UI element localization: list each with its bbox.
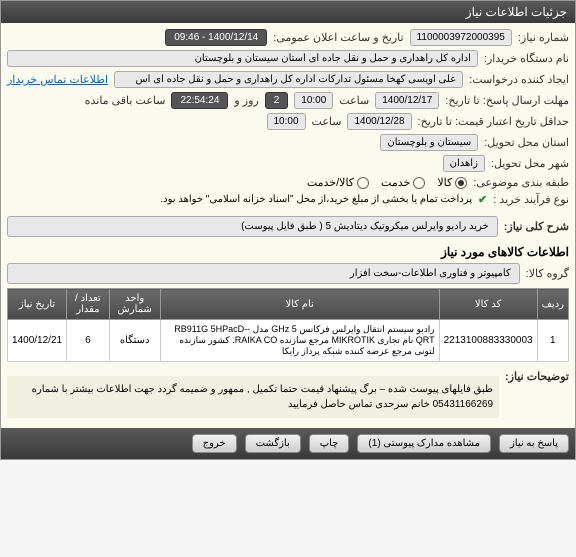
th-row: ردیف bbox=[537, 289, 568, 320]
th-name: نام کالا bbox=[160, 289, 439, 320]
requester-label: ایجاد کننده درخواست: bbox=[469, 73, 569, 86]
radio-service-label: خدمت bbox=[381, 176, 410, 189]
notes-label: توضیحات نیاز: bbox=[505, 370, 569, 383]
province-value: سیستان و بلوچستان bbox=[380, 134, 478, 151]
row-process: نوع فرآیند خرید : ✔ پرداخت تمام یا بخشی … bbox=[7, 193, 569, 206]
footer-toolbar: پاسخ به نیاز مشاهده مدارک پیوستی (1) چاپ… bbox=[1, 428, 575, 459]
validity-label: حداقل تاریخ اعتبار قیمت: تا تاریخ: bbox=[418, 115, 569, 128]
time-remain: 22:54:24 bbox=[171, 92, 228, 109]
time-label-2: ساعت bbox=[312, 115, 342, 128]
buyer-label: نام دستگاه خریدار: bbox=[484, 52, 569, 65]
row-province: استان محل تحویل: سیستان و بلوچستان bbox=[7, 134, 569, 151]
cell-row: 1 bbox=[537, 320, 568, 362]
need-no-label: شماره نیاز: bbox=[518, 31, 569, 44]
content-area: شماره نیاز: 1100003972000395 تاریخ و ساع… bbox=[1, 23, 575, 428]
days-remain: 2 bbox=[265, 92, 289, 109]
main-panel: جزئیات اطلاعات نیاز شماره نیاز: 11000039… bbox=[0, 0, 576, 460]
cell-unit: دستگاه bbox=[109, 320, 160, 362]
city-label: شهر محل تحویل: bbox=[491, 157, 569, 170]
cell-name: رادیو سیستم انتقال وایرلس فرکانس GHz 5 م… bbox=[160, 320, 439, 362]
panel-header: جزئیات اطلاعات نیاز bbox=[1, 1, 575, 23]
province-label: استان محل تحویل: bbox=[484, 136, 569, 149]
time-label-1: ساعت bbox=[339, 94, 369, 107]
days-label: روز و bbox=[234, 94, 258, 107]
radio-both-label: کالا/خدمت bbox=[307, 176, 354, 189]
deadline-time: 10:00 bbox=[294, 92, 333, 109]
announce-value: 1400/12/14 - 09:46 bbox=[165, 29, 267, 46]
process-label: نوع فرآیند خرید : bbox=[493, 193, 569, 206]
attachments-button[interactable]: مشاهده مدارک پیوستی (1) bbox=[357, 434, 491, 453]
need-no-value: 1100003972000395 bbox=[410, 29, 512, 46]
row-notes: توضیحات نیاز: طبق فایلهای پیوست شده – بر… bbox=[7, 370, 569, 418]
row-buyer: نام دستگاه خریدار: اداره کل راهداری و حم… bbox=[7, 50, 569, 67]
th-date: تاریخ نیاز bbox=[8, 289, 67, 320]
row-summary: شرح کلی نیاز: خرید رادیو وایرلس میکروتیک… bbox=[7, 216, 569, 237]
radio-service[interactable]: خدمت bbox=[381, 176, 425, 189]
row-category: طبقه بندی موضوعی: کالا خدمت کالا/خدمت bbox=[7, 176, 569, 189]
th-qty: تعداد / مقدار bbox=[67, 289, 110, 320]
row-city: شهر محل تحویل: زاهدان bbox=[7, 155, 569, 172]
announce-label: تاریخ و ساعت اعلان عمومی: bbox=[273, 31, 403, 44]
row-validity: حداقل تاریخ اعتبار قیمت: تا تاریخ: 1400/… bbox=[7, 113, 569, 130]
radio-goods-circle bbox=[455, 177, 467, 189]
radio-service-circle bbox=[413, 177, 425, 189]
radio-goods-label: کالا bbox=[437, 176, 452, 189]
th-code: کد کالا bbox=[439, 289, 537, 320]
requester-value: علی اویسی کهخا مسئول تدارکات اداره کل را… bbox=[114, 71, 463, 88]
validity-date: 1400/12/28 bbox=[347, 113, 411, 130]
back-button[interactable]: بازگشت bbox=[245, 434, 301, 453]
process-note: پرداخت تمام یا بخشی از مبلغ خرید،از محل … bbox=[160, 194, 472, 205]
cell-code: 2213100883330003 bbox=[439, 320, 537, 362]
print-button[interactable]: چاپ bbox=[309, 434, 350, 453]
deadline-label: مهلت ارسال پاسخ: تا تاریخ: bbox=[445, 94, 569, 107]
group-label: گروه کالا: bbox=[526, 267, 569, 280]
radio-both-circle bbox=[357, 177, 369, 189]
cell-qty: 6 bbox=[67, 320, 110, 362]
th-unit: واحد شمارش bbox=[109, 289, 160, 320]
deadline-date: 1400/12/17 bbox=[375, 92, 439, 109]
group-value: کامپیوتر و فناوری اطلاعات-سخت افزار bbox=[7, 263, 520, 284]
summary-label: شرح کلی نیاز: bbox=[504, 220, 569, 233]
exit-button[interactable]: خروج bbox=[192, 434, 237, 453]
radio-goods[interactable]: کالا bbox=[437, 176, 467, 189]
remain-label: ساعت باقی مانده bbox=[85, 94, 166, 107]
table-row: 1 2213100883330003 رادیو سیستم انتقال وا… bbox=[8, 320, 569, 362]
table-header-row: ردیف کد کالا نام کالا واحد شمارش تعداد /… bbox=[8, 289, 569, 320]
row-group: گروه کالا: کامپیوتر و فناوری اطلاعات-سخت… bbox=[7, 263, 569, 284]
notes-value: طبق فایلهای پیوست شده – برگ پیشنهاد قیمت… bbox=[7, 376, 499, 418]
check-icon: ✔ bbox=[478, 193, 487, 206]
row-requester: ایجاد کننده درخواست: علی اویسی کهخا مسئو… bbox=[7, 71, 569, 88]
category-options: کالا خدمت کالا/خدمت bbox=[307, 176, 467, 189]
row-deadline: مهلت ارسال پاسخ: تا تاریخ: 1400/12/17 سا… bbox=[7, 92, 569, 109]
row-need-number: شماره نیاز: 1100003972000395 تاریخ و ساع… bbox=[7, 29, 569, 46]
cell-date: 1400/12/21 bbox=[8, 320, 67, 362]
reply-button[interactable]: پاسخ به نیاز bbox=[499, 434, 569, 453]
validity-time: 10:00 bbox=[267, 113, 306, 130]
summary-value: خرید رادیو وایرلس میکروتیک دیتادیش 5 ( ط… bbox=[7, 216, 498, 237]
category-label: طبقه بندی موضوعی: bbox=[473, 176, 569, 189]
city-value: زاهدان bbox=[443, 155, 485, 172]
buyer-info-link[interactable]: اطلاعات تماس خریدار bbox=[7, 73, 108, 86]
items-table: ردیف کد کالا نام کالا واحد شمارش تعداد /… bbox=[7, 288, 569, 362]
buyer-value: اداره کل راهداری و حمل و نقل جاده ای است… bbox=[7, 50, 478, 67]
items-section-title: اطلاعات کالاهای مورد نیاز bbox=[7, 245, 569, 259]
panel-title: جزئیات اطلاعات نیاز bbox=[466, 5, 567, 19]
radio-both[interactable]: کالا/خدمت bbox=[307, 176, 369, 189]
